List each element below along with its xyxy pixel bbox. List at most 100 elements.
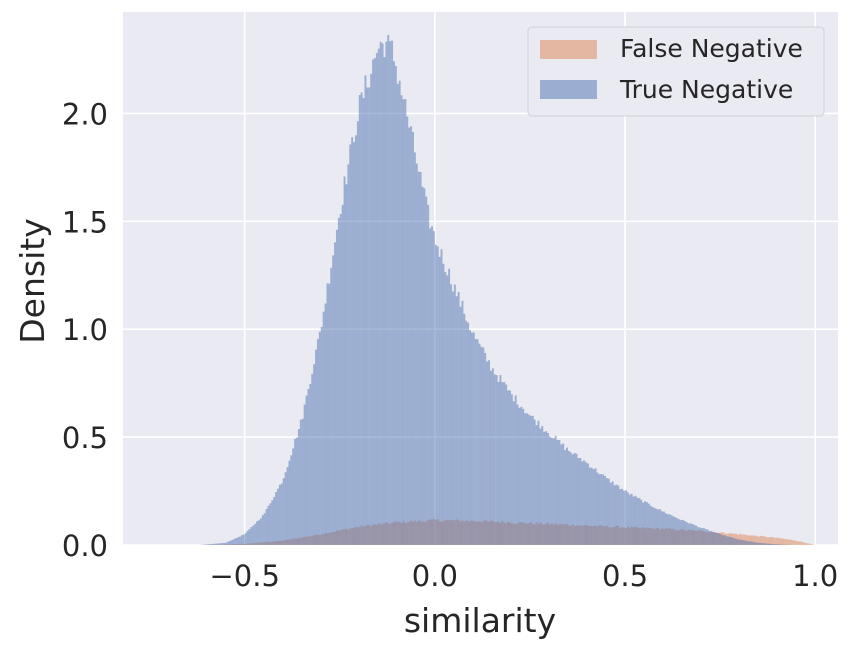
histogram-bar <box>712 531 715 545</box>
histogram-bar <box>529 415 532 545</box>
histogram-bar <box>358 94 361 546</box>
histogram-bar <box>299 419 302 545</box>
histogram-bar <box>474 339 477 545</box>
histogram-bar <box>784 539 787 545</box>
histogram-bar <box>782 538 785 545</box>
histogram-bar <box>689 523 692 545</box>
histogram-bar <box>786 539 789 545</box>
histogram-bar <box>702 528 705 545</box>
histogram-bar <box>653 507 656 545</box>
histogram-bar <box>657 509 660 545</box>
histogram-bar <box>547 433 549 545</box>
histogram-bar <box>413 152 416 545</box>
histogram-bar <box>292 448 295 545</box>
histogram-bar <box>396 83 399 545</box>
histogram-bar <box>465 320 468 545</box>
legend-label-false-negative: False Negative <box>620 34 803 63</box>
histogram-bar <box>273 497 276 545</box>
histogram-bar <box>761 536 764 545</box>
histogram-bar <box>526 413 529 545</box>
histogram-bar <box>484 353 487 545</box>
x-tick-labels: −0.5 0.0 0.5 1.0 <box>209 559 838 593</box>
histogram-bar <box>267 505 270 545</box>
histogram-bar <box>760 543 762 545</box>
histogram-bar <box>750 541 753 545</box>
histogram-bar <box>714 532 717 545</box>
histogram-bar <box>615 484 618 545</box>
histogram-bar <box>501 382 504 545</box>
histogram-bar <box>801 542 804 545</box>
histogram-bar <box>265 508 268 545</box>
legend: False Negative True Negative <box>527 26 825 117</box>
histogram-bar <box>269 503 272 545</box>
histogram-bar <box>626 492 629 545</box>
histogram-bar <box>569 452 572 545</box>
histogram-bar <box>725 536 728 545</box>
histogram-bar <box>393 61 395 545</box>
histogram-bar <box>514 395 517 545</box>
histogram-bar <box>674 517 677 545</box>
histogram-bar <box>503 382 506 545</box>
histogram-bar <box>680 520 683 545</box>
histogram-bar <box>798 541 800 545</box>
histogram-bar <box>370 73 373 546</box>
histogram-bar <box>320 327 323 545</box>
histogram-bar <box>402 99 405 545</box>
histogram-bar <box>442 263 445 545</box>
histogram-bar <box>491 368 494 545</box>
histogram-bar <box>794 540 797 545</box>
histogram-bar <box>335 229 338 546</box>
histogram-bar <box>296 437 298 545</box>
histogram-bar <box>735 538 738 545</box>
histogram-bar <box>722 535 724 545</box>
histogram-bar <box>339 214 342 545</box>
histogram-bar <box>535 425 538 545</box>
histogram-bar <box>586 463 589 545</box>
histogram-bar <box>655 508 658 545</box>
histogram-bar <box>575 453 578 545</box>
histogram-bar <box>609 482 612 545</box>
histogram-bar <box>505 384 508 545</box>
histogram-bar <box>214 543 217 545</box>
histogram-bar <box>486 361 489 545</box>
histogram-bar <box>748 535 751 545</box>
histogram-bar <box>472 332 475 545</box>
histogram-bar <box>752 541 755 545</box>
x-axis-label: similarity <box>404 601 556 640</box>
histogram-bar <box>204 544 207 545</box>
histogram-bar <box>512 401 515 545</box>
histogram-bar <box>221 543 224 545</box>
histogram-bar <box>769 543 772 545</box>
histogram-bar <box>223 542 226 545</box>
histogram-bar <box>394 66 397 545</box>
histogram-bar <box>583 460 586 545</box>
histogram-bar <box>235 538 238 545</box>
histogram-bar <box>229 540 232 545</box>
histogram-bar <box>210 543 213 545</box>
histogram-bar <box>640 499 643 545</box>
histogram-bar <box>294 438 297 545</box>
histogram-bar <box>216 543 219 545</box>
histogram-bar <box>425 196 428 546</box>
histogram-bar <box>598 474 601 545</box>
histogram-bar <box>375 53 378 545</box>
histogram-bar <box>628 494 631 545</box>
x-tick-label: 0.0 <box>412 559 458 593</box>
histogram-bar <box>423 188 426 545</box>
histogram-bar <box>457 292 460 545</box>
histogram-bar <box>286 467 289 545</box>
histogram-bar <box>254 523 257 545</box>
histogram-bar <box>271 500 274 545</box>
histogram-bar <box>600 474 603 545</box>
histogram-bar <box>765 537 768 545</box>
histogram-bar <box>638 498 641 545</box>
histogram-bar <box>678 519 681 545</box>
histogram-bar <box>779 538 781 545</box>
histogram-bar <box>775 544 778 545</box>
histogram-bar <box>315 349 317 545</box>
histogram-bar <box>803 542 806 545</box>
histogram-bar <box>311 373 314 545</box>
histogram-bar <box>524 413 527 545</box>
legend-box <box>527 26 825 117</box>
histogram-bar <box>448 268 451 545</box>
